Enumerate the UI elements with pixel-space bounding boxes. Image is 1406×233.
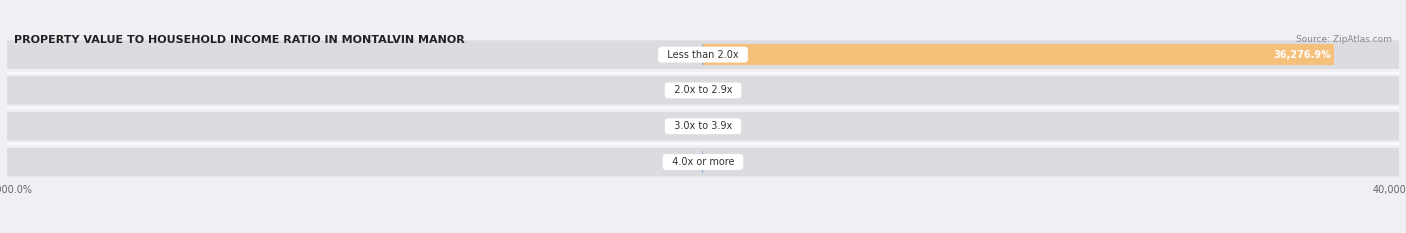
FancyBboxPatch shape bbox=[7, 76, 1399, 105]
Bar bbox=[703, 44, 1334, 65]
Text: 15.6%: 15.6% bbox=[709, 86, 740, 96]
Text: 4.6%: 4.6% bbox=[709, 157, 733, 167]
FancyBboxPatch shape bbox=[7, 40, 1399, 69]
Text: 2.0x to 2.9x: 2.0x to 2.9x bbox=[668, 86, 738, 96]
Text: 4.2%: 4.2% bbox=[673, 121, 697, 131]
Text: 23.8%: 23.8% bbox=[709, 121, 740, 131]
FancyBboxPatch shape bbox=[7, 112, 1399, 140]
Text: 4.0x or more: 4.0x or more bbox=[665, 157, 741, 167]
Text: 36,276.9%: 36,276.9% bbox=[1272, 50, 1330, 60]
Text: 56.7%: 56.7% bbox=[665, 50, 696, 60]
Text: 6.0%: 6.0% bbox=[673, 86, 697, 96]
Text: Source: ZipAtlas.com: Source: ZipAtlas.com bbox=[1296, 35, 1392, 44]
FancyBboxPatch shape bbox=[7, 148, 1399, 176]
Text: 3.0x to 3.9x: 3.0x to 3.9x bbox=[668, 121, 738, 131]
Text: 33.2%: 33.2% bbox=[666, 157, 697, 167]
Text: PROPERTY VALUE TO HOUSEHOLD INCOME RATIO IN MONTALVIN MANOR: PROPERTY VALUE TO HOUSEHOLD INCOME RATIO… bbox=[14, 35, 465, 45]
Text: Less than 2.0x: Less than 2.0x bbox=[661, 50, 745, 60]
